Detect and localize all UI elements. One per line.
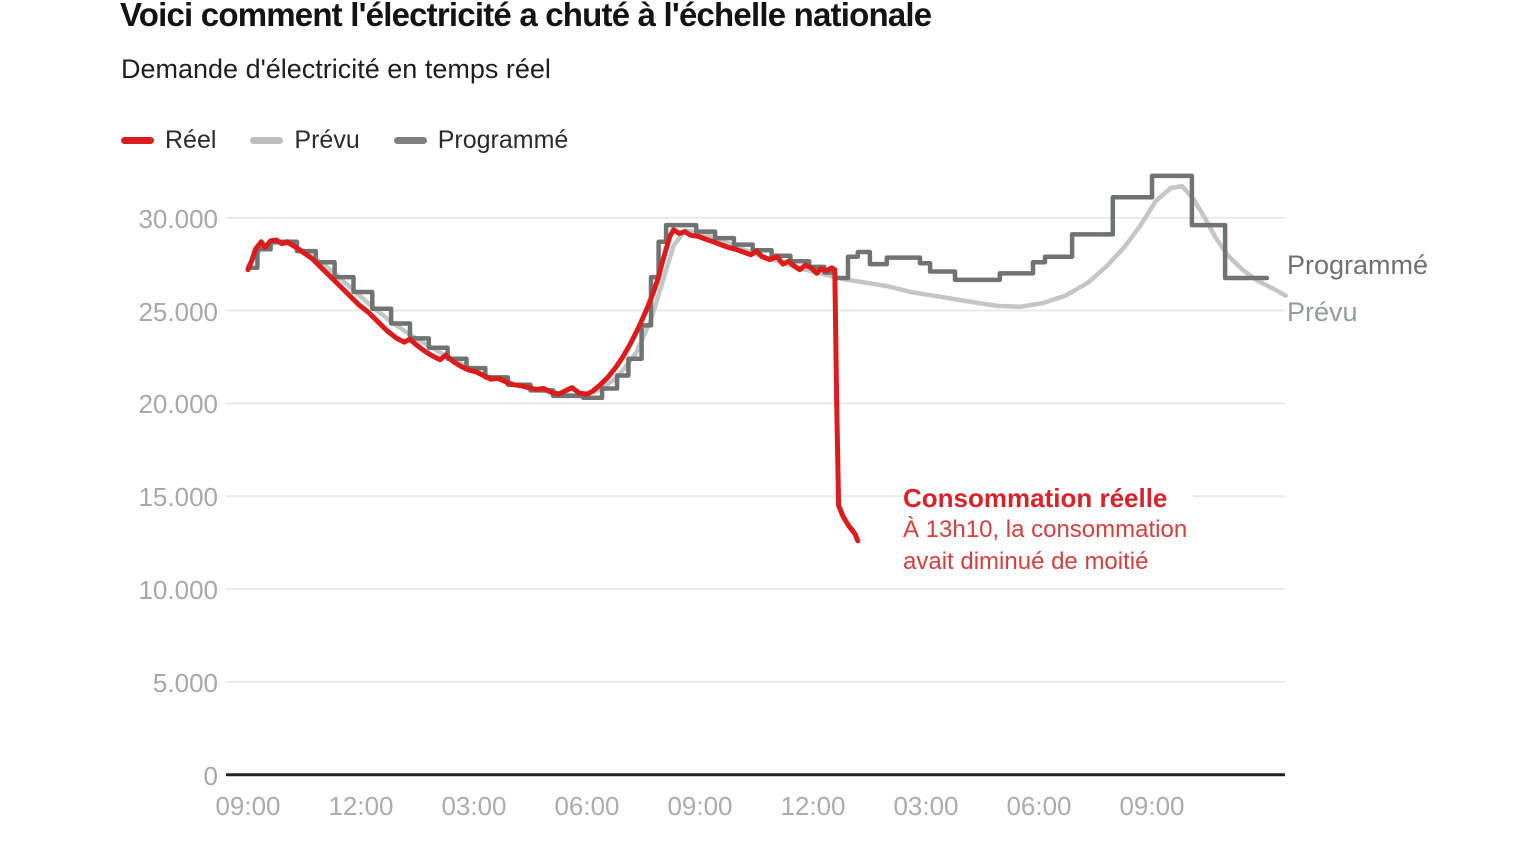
y-tick-label: 0 [203, 760, 218, 791]
prevu-line-swatch-icon [250, 137, 284, 144]
legend-item-prevu: Prévu [250, 126, 360, 155]
reel-line-swatch-icon [121, 137, 154, 144]
y-tick-label: 5.000 [152, 667, 218, 698]
legend-label-prevu: Prévu [294, 126, 360, 154]
annotation-line2: avait diminué de moitié [903, 548, 1149, 575]
y-tick-label: 10.000 [138, 575, 218, 606]
legend-item-reel: Réel [121, 126, 216, 155]
y-tick-label: 30.000 [138, 203, 218, 234]
legend-item-programme: Programmé [393, 126, 569, 155]
annotation-line1: À 13h10, la consommation [903, 516, 1188, 543]
legend-label-programme: Programmé [437, 126, 569, 154]
y-tick-label: 25.000 [138, 296, 218, 327]
x-tick-label: 12:00 [328, 791, 394, 821]
legend-label-reel: Réel [165, 126, 217, 154]
y-tick-label: 15.000 [138, 482, 218, 513]
x-tick-label: 09:00 [1119, 791, 1185, 821]
chart-legend: Réel Prévu Programmé [121, 126, 568, 155]
x-tick-label: 03:00 [441, 791, 507, 821]
programme-line-swatch-icon [393, 137, 427, 144]
x-tick-label: 03:00 [893, 791, 959, 821]
y-tick-label: 20.000 [138, 389, 218, 420]
x-tick-label: 12:00 [780, 791, 846, 821]
x-tick-label: 06:00 [1006, 791, 1072, 821]
x-tick-label: 06:00 [554, 791, 620, 821]
chart-title: Voici comment l'électricité a chuté à l'… [120, 0, 932, 33]
crash-annotation: Consommation réelle À 13h10, la consomma… [903, 482, 1194, 578]
x-tick-label: 09:00 [667, 791, 733, 821]
x-tick-label: 09:00 [215, 791, 281, 821]
chart-subtitle: Demande d'électricité en temps réel [121, 54, 551, 84]
series-end-label-programme: Programmé [1287, 250, 1429, 281]
annotation-body: À 13h10, la consommation avait diminué d… [903, 514, 1187, 578]
annotation-title: Consommation réelle [903, 483, 1168, 513]
series-end-label-prevu: Prévu [1287, 297, 1358, 328]
